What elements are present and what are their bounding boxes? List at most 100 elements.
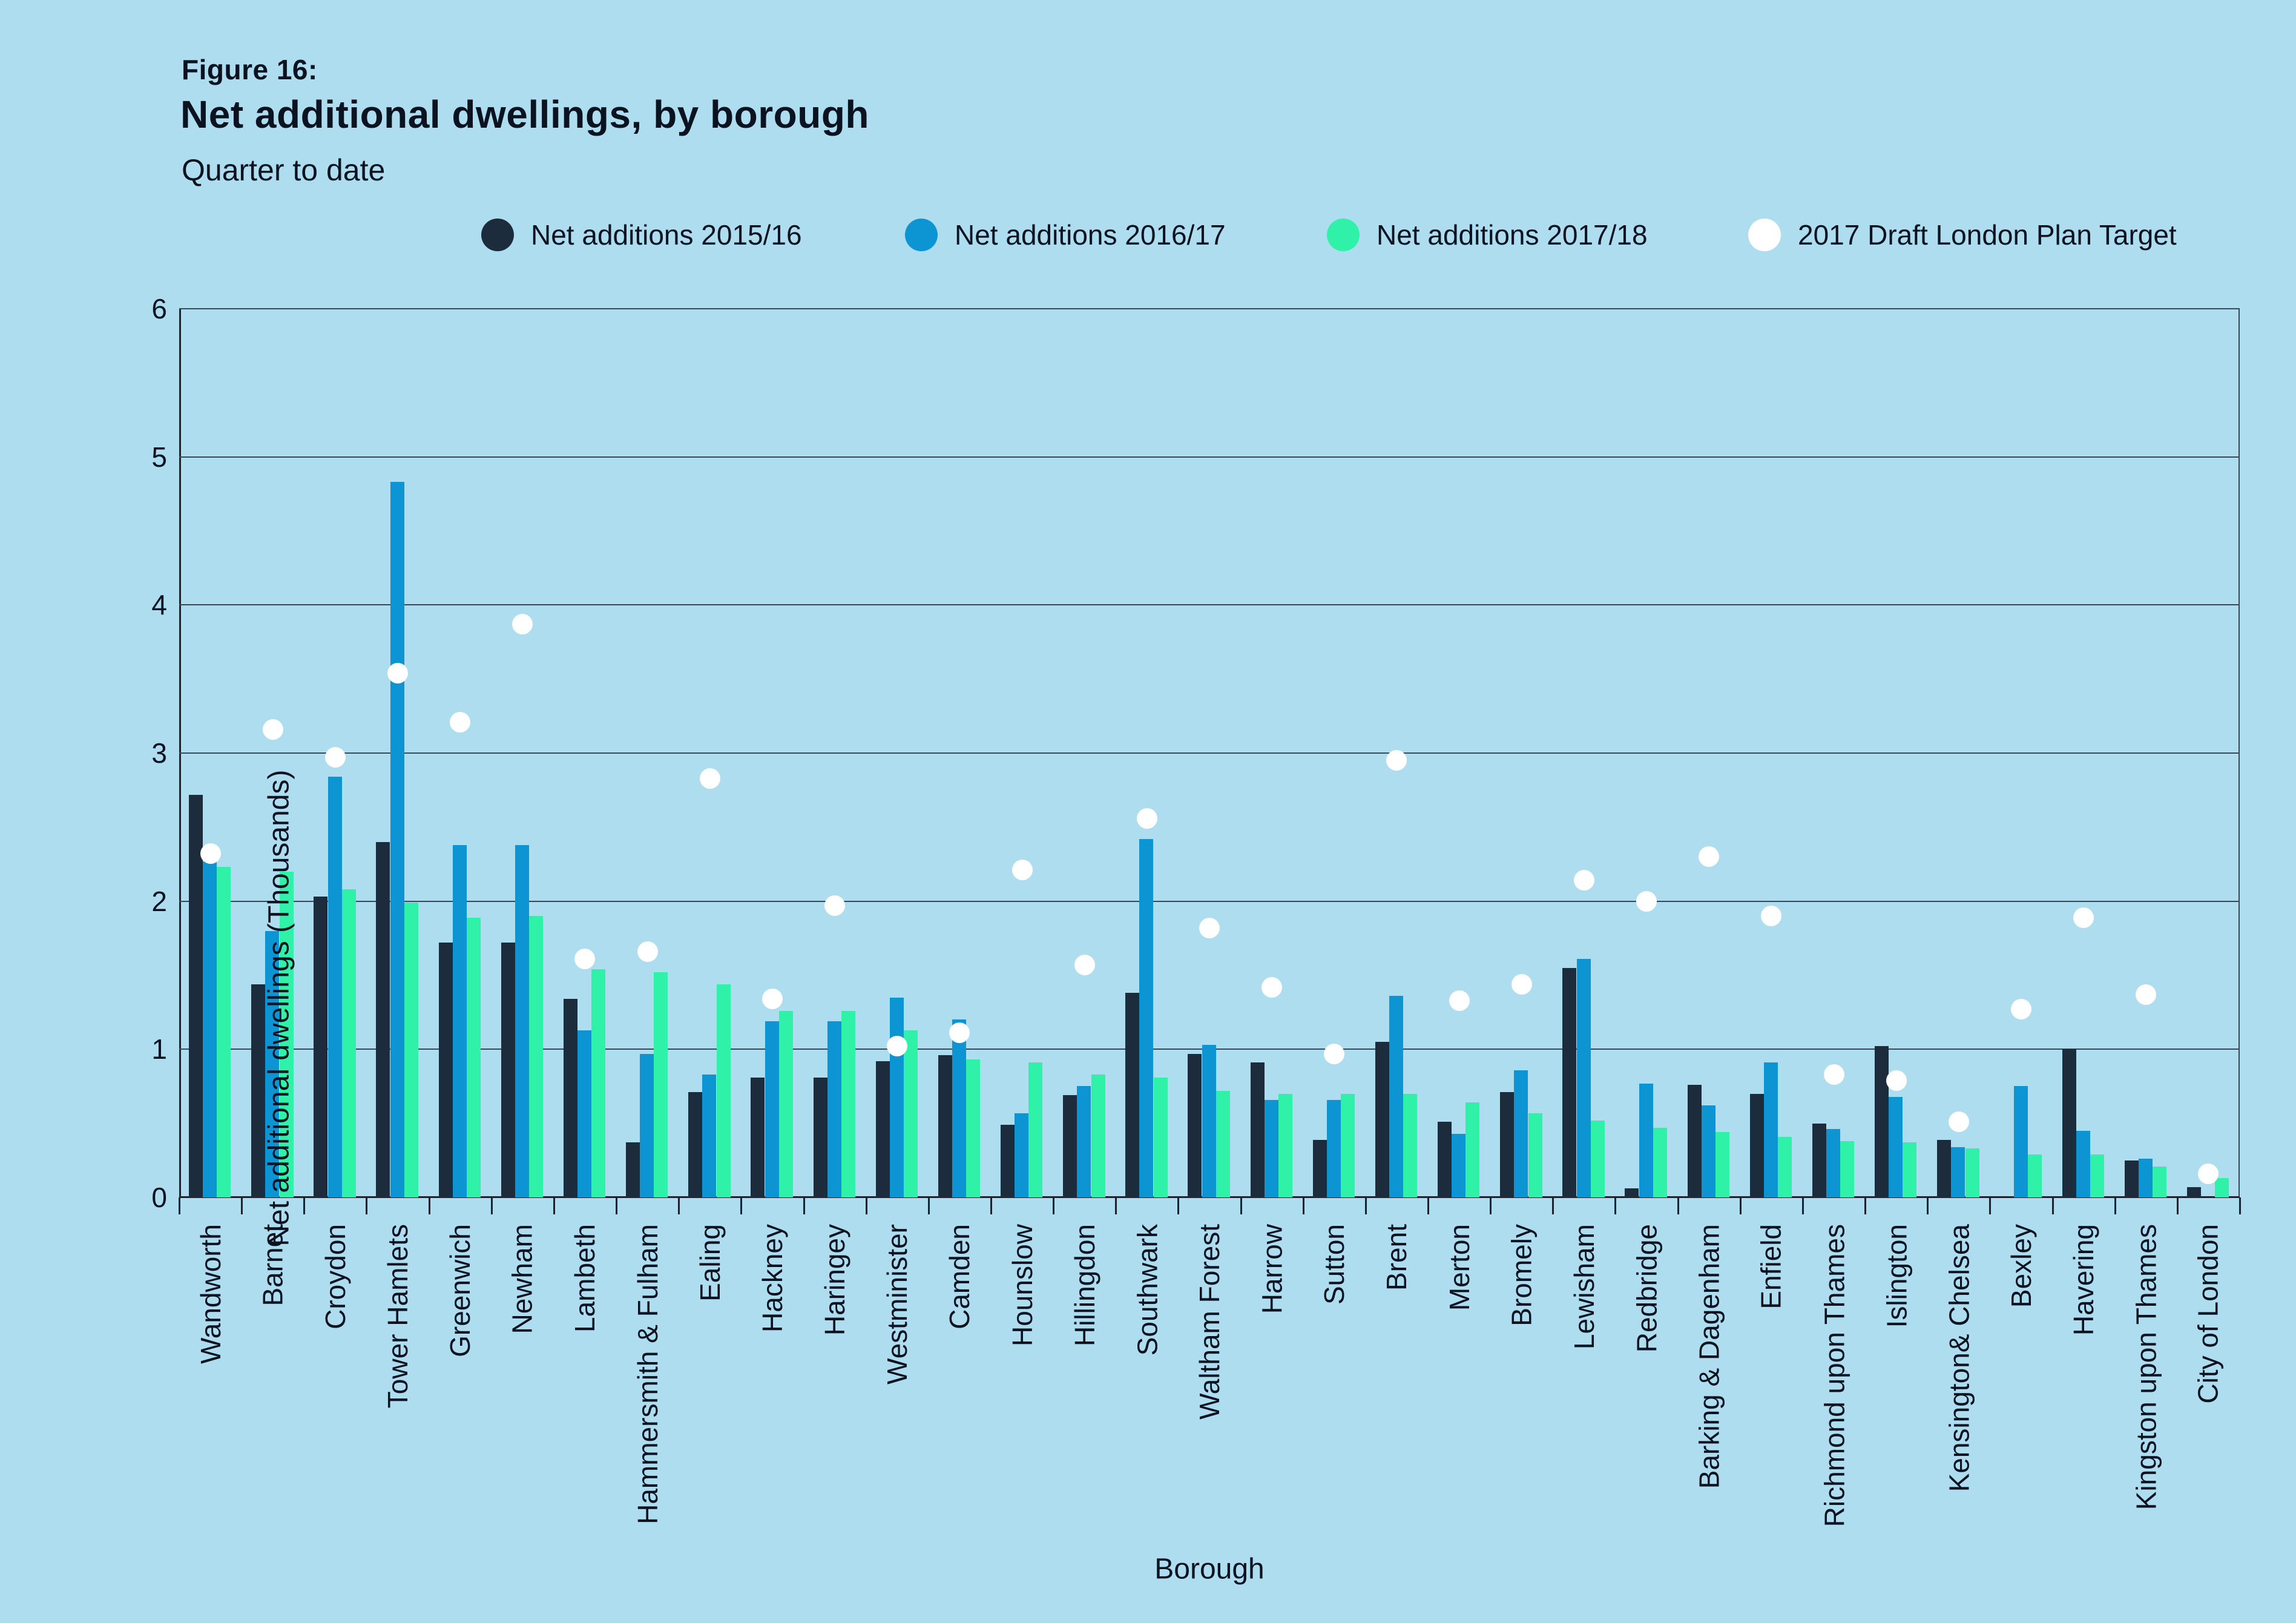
bar-series-1 [2125,1160,2139,1197]
x-tick [928,1197,930,1214]
target-dot [2011,999,2031,1019]
bar-series-1 [1375,1042,1389,1197]
x-tick [366,1197,367,1214]
legend-label: 2017 Draft London Plan Target [1798,219,2177,251]
x-tick [1740,1197,1742,1214]
target-dot [887,1036,907,1056]
bar-series-3 [529,916,543,1197]
bar-series-3 [2153,1167,2166,1197]
legend-item: Net additions 2017/18 [1327,213,1648,257]
x-tick [1115,1197,1117,1214]
bar-series-3 [1840,1141,1854,1197]
x-tick [1053,1197,1054,1214]
figure-label: Figure 16: [182,54,318,85]
x-category-label: Newham [507,1224,538,1334]
target-dot [1261,977,1282,998]
target-dot [1386,750,1407,771]
x-tick [990,1197,992,1214]
bar-series-2 [265,931,279,1197]
gridline [179,308,2240,309]
bar-series-1 [1937,1140,1951,1197]
bar-series-1 [251,984,265,1197]
target-dot [2198,1164,2219,1184]
bar-series-2 [1327,1100,1341,1197]
x-category-label: Westminister [881,1224,913,1384]
bar-series-1 [1562,968,1576,1197]
target-dot [1449,990,1470,1011]
x-category-label: Richmond upon Thames [1818,1224,1850,1527]
bar-series-2 [453,845,467,1197]
bar-series-3 [591,969,605,1197]
bar-series-1 [564,999,577,1197]
bar-series-3 [966,1059,980,1197]
x-category-label: Hounslow [1007,1224,1038,1346]
bar-series-1 [751,1078,765,1197]
bar-series-1 [1438,1122,1452,1197]
target-dot [263,719,283,740]
bar-series-2 [1389,996,1403,1197]
x-tick [553,1197,555,1214]
x-tick [2052,1197,2054,1214]
bar-series-2 [827,1021,841,1197]
bar-series-3 [1403,1094,1417,1197]
bar-series-3 [1591,1121,1605,1197]
target-dot [574,949,595,969]
x-tick [2239,1197,2241,1214]
bar-series-2 [2076,1131,2090,1197]
bar-series-2 [1639,1084,1653,1197]
target-dot [824,895,845,916]
bar-series-2 [640,1054,654,1197]
x-category-label: Ealing [694,1224,726,1302]
target-dot [1886,1070,1907,1091]
x-category-label: Bromely [1506,1224,1538,1326]
target-dot [1574,870,1594,891]
y-tick-label: 0 [151,1182,167,1213]
x-category-label: Islington [1881,1224,1912,1328]
bar-series-1 [688,1092,702,1197]
target-dot [387,663,408,683]
x-category-label: Sutton [1318,1224,1350,1305]
bar-series-2 [2139,1159,2153,1197]
x-tick [803,1197,805,1214]
bar-series-2 [577,1030,591,1197]
x-category-label: Tower Hamlets [382,1224,413,1409]
bar-series-1 [2187,1187,2201,1197]
target-dot [200,843,221,864]
target-dot [1324,1044,1344,1064]
target-dot [1137,808,1157,829]
bar-series-2 [952,1019,966,1197]
bar-series-3 [1465,1102,1479,1197]
target-dot [1074,955,1095,975]
y-tick-label: 3 [151,737,167,769]
bar-series-1 [501,943,515,1197]
bar-series-3 [779,1011,793,1197]
bar-series-3 [1653,1128,1667,1197]
bar-series-3 [217,867,231,1197]
x-category-label: Enfield [1755,1224,1787,1309]
y-tick-label: 4 [151,589,167,621]
target-dot [637,941,658,962]
bar-series-3 [1154,1078,1168,1197]
bar-series-2 [1452,1134,1465,1197]
bar-series-2 [2014,1086,2028,1197]
bar-series-3 [1341,1094,1355,1197]
bar-series-2 [1764,1062,1778,1197]
x-category-label: Greenwich [444,1224,476,1357]
bar-series-2 [515,845,529,1197]
legend-label: Net additions 2016/17 [955,219,1226,251]
bar-series-1 [938,1055,952,1197]
bar-series-3 [841,1011,855,1197]
bar-series-3 [1091,1075,1105,1197]
x-tick [491,1197,493,1214]
bar-series-1 [1125,993,1139,1197]
legend-dot-icon [1748,219,1781,251]
x-category-label: Brent [1381,1224,1412,1291]
legend-dot-icon [905,219,938,251]
bar-series-2 [1514,1070,1528,1197]
bar-series-2 [1826,1129,1840,1197]
target-dot [1511,974,1532,995]
x-category-label: Lewisham [1568,1224,1600,1350]
x-category-label: Hillingdon [1069,1224,1100,1347]
target-dot [700,768,720,789]
x-tick [1989,1197,1991,1214]
